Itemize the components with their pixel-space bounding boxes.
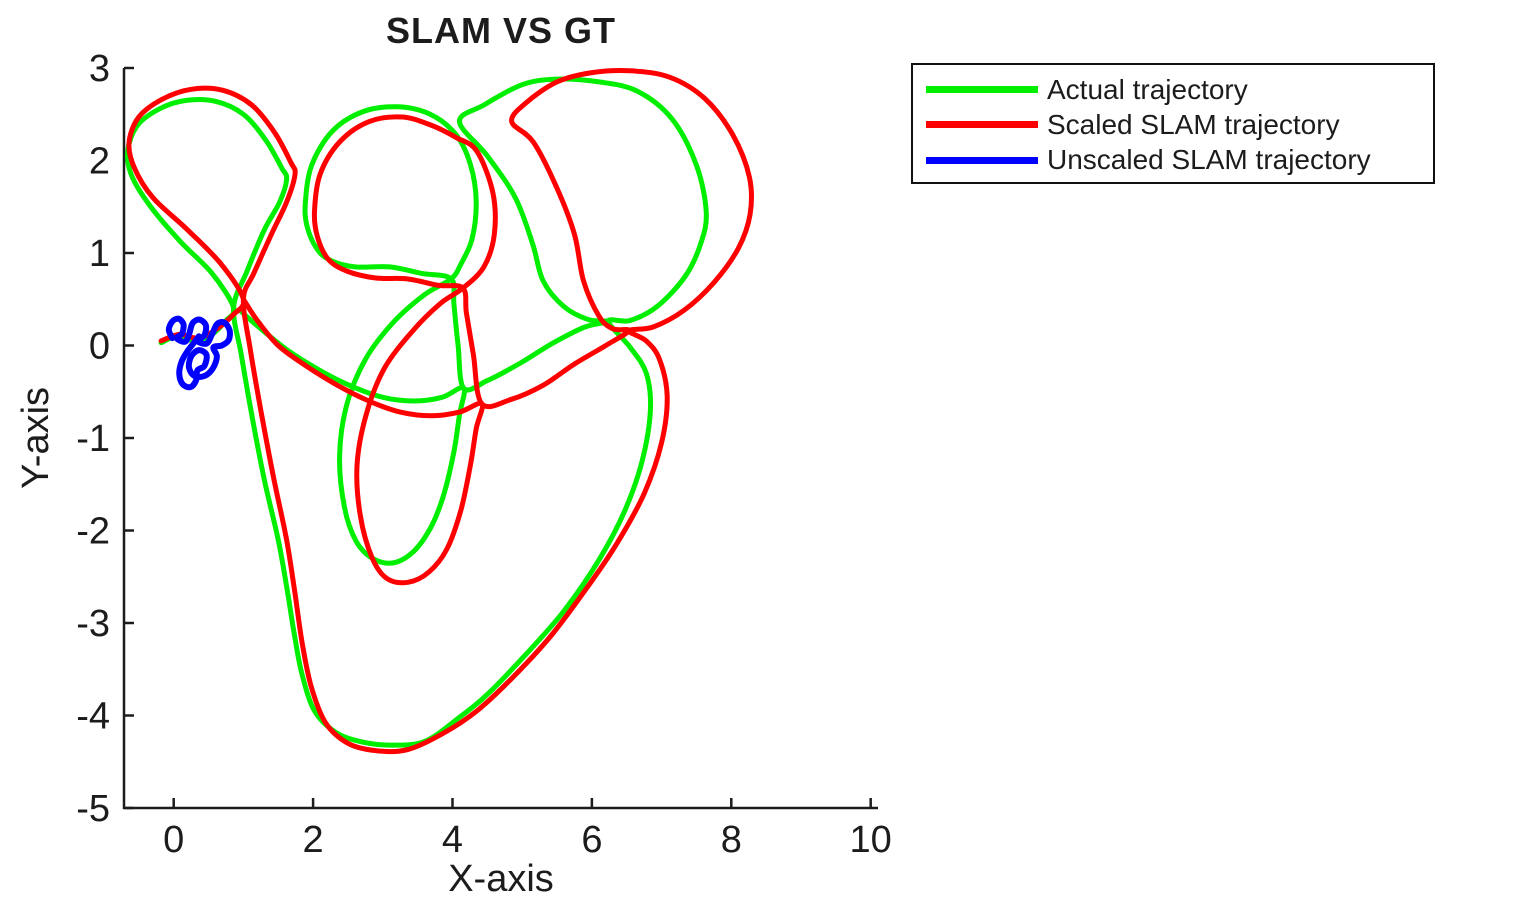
y-tick-label: -3: [76, 603, 110, 645]
x-axis-label: X-axis: [448, 858, 554, 900]
x-tick-label: 4: [442, 819, 463, 861]
x-tick-label: 2: [303, 819, 324, 861]
x-tick-label: 6: [581, 819, 602, 861]
scaled-slam-trajectory-path: [126, 67, 755, 755]
unscaled-slam-trajectory-path: [165, 315, 233, 391]
x-tick-label: 10: [850, 819, 892, 861]
y-tick-label: -1: [76, 418, 110, 460]
unscaled-slam-trajectory-line-sample: [926, 156, 1038, 164]
y-tick-label: -4: [76, 696, 110, 738]
scaled-slam-trajectory-line-sample: [926, 121, 1038, 129]
legend: Actual trajectory Scaled SLAM trajectory…: [911, 63, 1435, 184]
actual-trajectory-path: [124, 76, 709, 748]
y-tick-label: -2: [76, 511, 110, 553]
y-tick-label: 3: [89, 48, 110, 90]
y-tick-label: 2: [89, 141, 110, 183]
y-tick-label: 0: [89, 326, 110, 368]
y-tick-label: -5: [76, 788, 110, 830]
y-axis-label: Y-axis: [15, 386, 57, 490]
y-tick-label: 1: [89, 233, 110, 275]
legend-item-scaled-slam: Scaled SLAM trajectory: [926, 107, 1433, 142]
legend-label-unscaled-slam: Unscaled SLAM trajectory: [1047, 144, 1371, 176]
x-tick-label: 8: [721, 819, 742, 861]
legend-item-unscaled-slam: Unscaled SLAM trajectory: [926, 143, 1433, 178]
actual-trajectory-line-sample: [926, 86, 1038, 94]
legend-label-actual: Actual trajectory: [1047, 73, 1248, 105]
x-tick-label: 0: [163, 819, 184, 861]
legend-item-actual: Actual trajectory: [926, 72, 1433, 107]
legend-label-scaled-slam: Scaled SLAM trajectory: [1047, 108, 1340, 140]
chart-title: SLAM VS GT: [385, 10, 616, 51]
